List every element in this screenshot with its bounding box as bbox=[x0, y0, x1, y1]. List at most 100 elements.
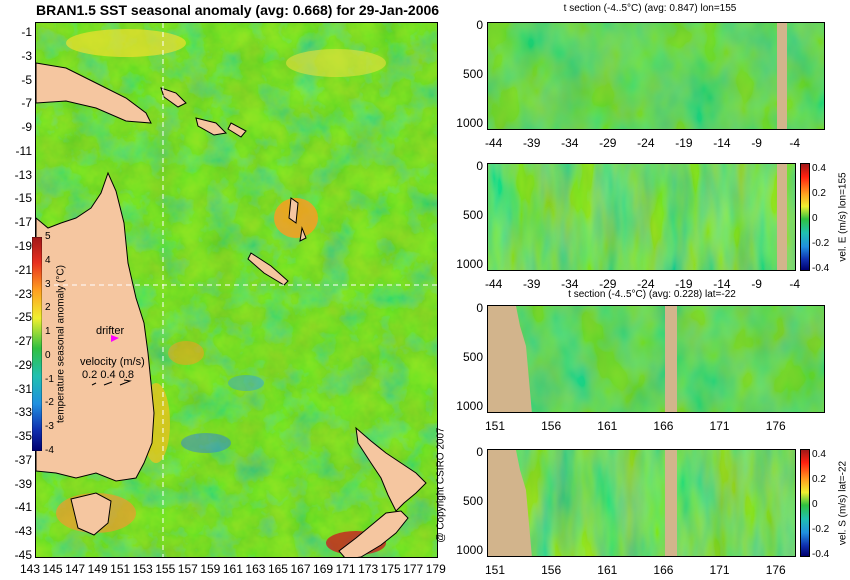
colorbar-tick-label: 5 bbox=[45, 231, 51, 242]
map-colorbar-label: temperature seasonal anomaly (°C) bbox=[55, 265, 67, 423]
lat-tick-label: -3 bbox=[21, 48, 32, 63]
land-section bbox=[665, 450, 677, 556]
land-section bbox=[777, 23, 787, 129]
velocity-colorbar-label: vel. E (m/s) lon=155 bbox=[837, 172, 849, 262]
copyright-text: @ Copyright CSIRO 2007 bbox=[435, 427, 447, 543]
lon-tick-label: 149 bbox=[87, 562, 108, 576]
lat-tick-label: -17 bbox=[14, 215, 32, 230]
section-x-tick-label: -19 bbox=[675, 277, 693, 291]
lon-tick-label: 155 bbox=[155, 562, 176, 576]
velocity-label: velocity (m/s) bbox=[80, 356, 145, 368]
land-section bbox=[665, 306, 677, 412]
section-x-tick-label: 156 bbox=[541, 419, 562, 433]
section-x-tick-label: -19 bbox=[675, 136, 693, 150]
section-x-tick-label: 166 bbox=[653, 563, 674, 577]
lat-tick-label: -35 bbox=[14, 429, 32, 444]
colorbar-tick-label: -3 bbox=[45, 421, 54, 433]
new-guinea-land bbox=[36, 62, 152, 124]
australia-land bbox=[36, 171, 155, 482]
section-field bbox=[488, 306, 824, 412]
lat-tick-label: -41 bbox=[14, 500, 32, 515]
lon-tick-label: 145 bbox=[42, 562, 63, 576]
velocity-colorbar-tick: 0 bbox=[812, 213, 818, 225]
section-field bbox=[488, 164, 795, 270]
velocity-colorbar-tick: 0.4 bbox=[812, 163, 826, 174]
section-y-tick-label: 0 bbox=[476, 18, 483, 32]
section-x-tick-label: 161 bbox=[597, 563, 618, 577]
section-panel-t-section-lat bbox=[487, 305, 825, 413]
lat-tick-label: -7 bbox=[21, 96, 32, 111]
section-x-tick-label: -44 bbox=[485, 277, 503, 291]
colorbar-tick-label: 3 bbox=[45, 278, 51, 290]
sst-anomaly-map bbox=[35, 22, 438, 558]
lon-tick-label: 143 bbox=[20, 562, 41, 576]
lon-tick-label: 171 bbox=[335, 562, 356, 576]
lon-tick-label: 169 bbox=[313, 562, 334, 576]
warm-patch bbox=[286, 49, 386, 77]
section-x-tick-label: 151 bbox=[485, 419, 506, 433]
section-y-tick-label: 500 bbox=[462, 66, 483, 81]
lat-tick-label: -37 bbox=[14, 452, 32, 467]
velocity-colorbar bbox=[800, 449, 810, 557]
cool-patch bbox=[228, 375, 264, 391]
figure-title: BRAN1.5 SST seasonal anomaly (avg: 0.668… bbox=[36, 2, 440, 18]
velocity-colorbar-tick: -0.4 bbox=[812, 549, 830, 561]
vanuatu-islands bbox=[288, 197, 307, 242]
section-y-tick-label: 1000 bbox=[456, 256, 483, 271]
lat-tick-label: -31 bbox=[14, 381, 32, 396]
section-x-tick-label: -4 bbox=[789, 136, 801, 150]
lat-tick-label: -39 bbox=[14, 476, 32, 491]
velocity-colorbar-tick: -0.2 bbox=[812, 238, 830, 250]
colorbar-tick-label: -4 bbox=[45, 445, 54, 456]
section-x-tick-label: 156 bbox=[541, 563, 562, 577]
drifter-marker bbox=[111, 335, 119, 342]
section-x-tick-label: -14 bbox=[713, 136, 731, 150]
section-x-tick-label: 151 bbox=[485, 563, 506, 577]
lat-tick-label: -11 bbox=[15, 143, 32, 158]
lon-tick-label: 167 bbox=[290, 562, 311, 576]
velocity-values: 0.2 0.4 0.8 bbox=[82, 369, 134, 381]
section-x-tick-label: -14 bbox=[713, 277, 731, 291]
colorbar-tick-label: -2 bbox=[45, 397, 54, 409]
colorbar-tick-label: 0 bbox=[45, 349, 51, 361]
lon-tick-label: 175 bbox=[380, 562, 401, 576]
section-x-tick-label: -24 bbox=[637, 277, 655, 291]
section-x-tick-label: -24 bbox=[637, 136, 655, 150]
section-x-tick-label: 176 bbox=[765, 419, 786, 433]
velocity-colorbar-tick: 0.4 bbox=[812, 449, 826, 460]
lat-tick-label: -29 bbox=[14, 357, 32, 372]
lon-tick-label: 151 bbox=[110, 562, 131, 576]
velocity-scale-arrows bbox=[91, 379, 132, 386]
section-field bbox=[488, 450, 795, 556]
map-field bbox=[36, 23, 437, 557]
section-x-tick-label: -9 bbox=[751, 277, 762, 291]
lon-tick-label: 165 bbox=[267, 562, 288, 576]
lon-tick-label: 163 bbox=[245, 562, 266, 576]
lat-tick-label: -15 bbox=[14, 191, 32, 206]
section-x-tick-label: -34 bbox=[561, 277, 579, 291]
section-x-tick-label: -34 bbox=[561, 136, 579, 150]
new-zealand-south-island bbox=[338, 510, 409, 557]
colorbar-tick-label: -1 bbox=[45, 373, 54, 385]
section-y-tick-label: 500 bbox=[462, 493, 483, 508]
map-colorbar bbox=[31, 236, 43, 452]
lat-tick-label: -13 bbox=[14, 167, 32, 182]
lon-tick-label: 173 bbox=[358, 562, 379, 576]
colorbar-tick-label: 4 bbox=[45, 254, 51, 266]
lat-tick-label: -25 bbox=[14, 310, 32, 325]
section-x-tick-label: -29 bbox=[599, 277, 617, 291]
section-panel-title: t section (-4..5°C) (avg: 0.847) lon=155 bbox=[563, 3, 737, 14]
section-panel-title: t section (-4..5°C) (avg: 0.228) lat=-22 bbox=[568, 289, 736, 300]
velocity-colorbar-tick: 0.2 bbox=[812, 474, 826, 486]
lat-tick-label: -19 bbox=[14, 238, 32, 253]
lon-tick-label: 177 bbox=[403, 562, 424, 576]
section-y-tick-label: 0 bbox=[476, 301, 483, 315]
section-y-tick-label: 500 bbox=[462, 349, 483, 364]
section-x-tick-label: -39 bbox=[523, 136, 541, 150]
drifter-label: drifter bbox=[96, 325, 125, 337]
velocity-colorbar-tick: 0 bbox=[812, 499, 818, 511]
lon-tick-label: 147 bbox=[65, 562, 86, 576]
velocity-colorbar-label: vel. S (m/s) lat=-22 bbox=[837, 460, 849, 546]
section-y-tick-label: 0 bbox=[476, 445, 483, 459]
section-panel-velE-lon bbox=[487, 163, 796, 271]
